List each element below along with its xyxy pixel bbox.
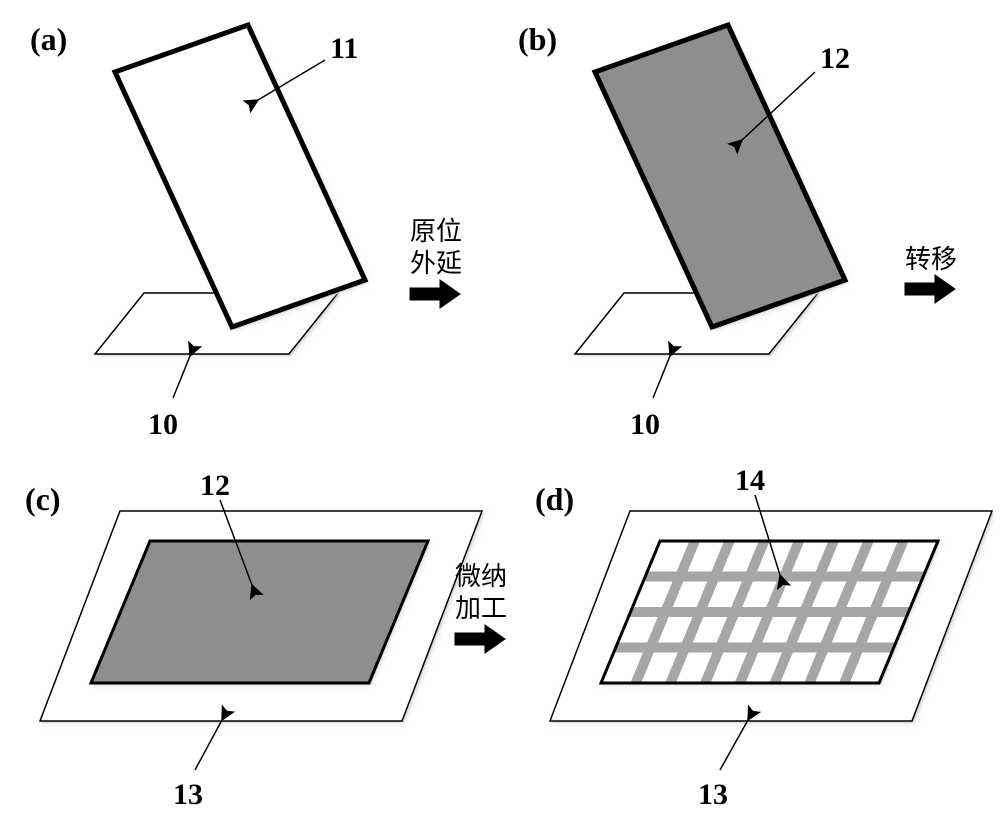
arrow-ab-line2: 外延 — [410, 249, 462, 278]
panel-a-label: (a) — [30, 21, 67, 57]
ref-d-13: 13 — [698, 778, 728, 811]
ref-a-10: 10 — [148, 408, 178, 441]
panel-b-upright-rect — [595, 25, 848, 330]
panel-c-transferred — [91, 541, 430, 685]
ref-c-13: 13 — [173, 778, 203, 811]
panel-c-label: (c) — [25, 481, 61, 517]
ref-a-11: 11 — [330, 32, 358, 65]
panel-b-label: (b) — [518, 21, 557, 57]
arrow-ab: 原位 外延 — [410, 217, 462, 308]
ref-d-14: 14 — [735, 464, 765, 497]
ref-b-12: 12 — [820, 42, 850, 75]
arrow-cd-icon — [455, 625, 505, 653]
panel-d-label: (d) — [535, 481, 574, 517]
ref-c-12: 12 — [200, 469, 230, 502]
arrow-bc: 转移 — [905, 245, 957, 303]
figure-canvas: (a) 10 11 原位 外延 (b) 10 — [0, 0, 1000, 829]
panel-b: (b) 10 12 — [518, 21, 850, 441]
arrow-bc-line1: 转移 — [905, 245, 957, 274]
arrow-bc-icon — [905, 275, 955, 303]
arrow-cd: 微纳 加工 — [455, 562, 507, 653]
leader-b-10 — [653, 356, 670, 398]
arrow-cd-line1: 微纳 — [455, 562, 507, 591]
leader-d-13 — [720, 720, 748, 770]
panel-c: (c) 13 12 — [25, 469, 484, 811]
leader-c-13 — [195, 720, 222, 770]
arrow-ab-line1: 原位 — [410, 217, 462, 246]
panel-a-upright-rect — [115, 25, 368, 330]
leader-a-10 — [173, 356, 190, 398]
panel-a: (a) 10 11 — [30, 21, 368, 441]
arrow-ab-icon — [410, 280, 460, 308]
ref-b-10: 10 — [630, 408, 660, 441]
panel-d: (d) 13 — [535, 464, 994, 811]
arrow-cd-line2: 加工 — [455, 594, 507, 623]
